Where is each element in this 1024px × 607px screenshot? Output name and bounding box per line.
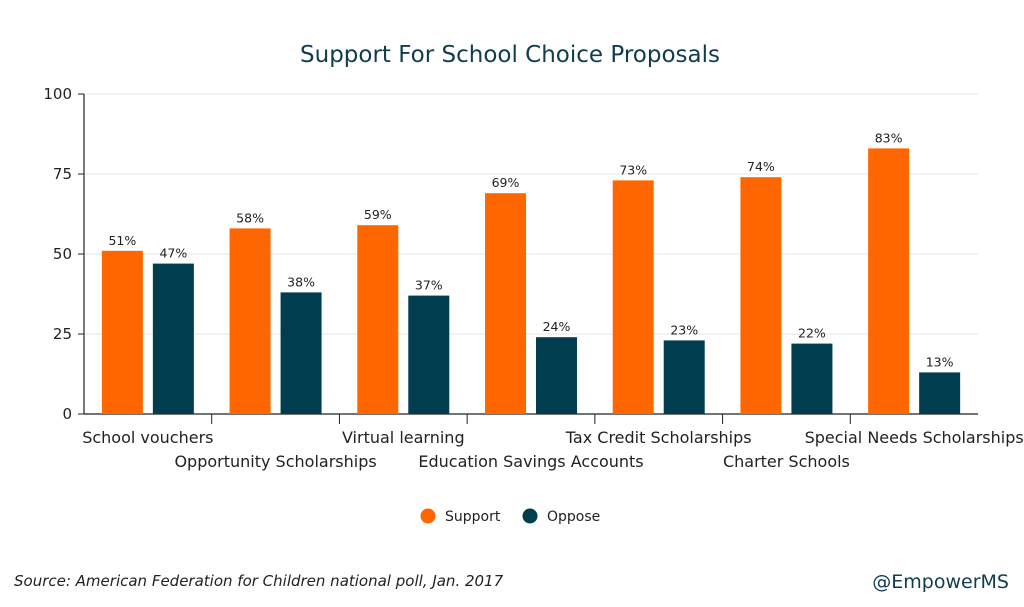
data-label-support: 69% xyxy=(492,175,520,190)
bar-support xyxy=(229,228,271,414)
bar-support xyxy=(485,193,526,414)
data-label-support: 59% xyxy=(364,207,392,222)
category-label: Charter Schools xyxy=(723,452,850,471)
data-label-support: 51% xyxy=(108,233,136,248)
y-tick-label: 50 xyxy=(53,245,72,263)
source-note: Source: American Federation for Children… xyxy=(14,572,504,590)
legend-marker-oppose xyxy=(522,508,538,524)
legend-label-oppose: Oppose xyxy=(547,509,600,525)
bar-support xyxy=(868,148,910,414)
category-label: Tax Credit Scholarships xyxy=(565,428,752,447)
data-label-oppose: 47% xyxy=(159,246,187,261)
category-label: Virtual learning xyxy=(342,428,465,447)
data-label-oppose: 38% xyxy=(287,274,315,289)
bar-support xyxy=(357,225,399,414)
bar-oppose xyxy=(408,295,450,414)
bar-oppose xyxy=(536,337,577,414)
y-tick-label: 75 xyxy=(53,165,72,183)
data-labels: 51% 47% 58% 38% 59% 37% 69% 24% 73% 23% 74% 22% 83% 1… xyxy=(108,130,953,369)
category-label: School vouchers xyxy=(82,428,213,447)
bar-oppose xyxy=(919,372,961,414)
gridlines xyxy=(84,93,978,335)
data-label-support: 58% xyxy=(236,210,264,225)
data-label-oppose: 37% xyxy=(415,278,443,293)
legend-marker-support xyxy=(420,508,436,524)
y-tick-label: 100 xyxy=(43,85,72,103)
bar-oppose xyxy=(152,263,194,414)
axes: 0 25 50 75 100 xyxy=(43,85,978,424)
data-label-oppose: 24% xyxy=(543,319,571,334)
y-tick-label: 25 xyxy=(53,325,72,343)
bar-oppose xyxy=(663,340,705,414)
data-label-support: 73% xyxy=(619,162,647,177)
data-label-oppose: 22% xyxy=(798,326,826,341)
data-label-oppose: 23% xyxy=(670,322,698,337)
legend-label-support: Support xyxy=(445,509,501,525)
y-tick-label: 0 xyxy=(62,405,72,423)
legend: Support Oppose xyxy=(420,508,600,525)
bar-support xyxy=(612,180,654,414)
category-labels: School vouchers Opportunity Scholarships V… xyxy=(82,428,1023,471)
bar-oppose xyxy=(791,343,833,414)
data-label-oppose: 13% xyxy=(926,354,954,369)
bars xyxy=(101,148,961,414)
bar-oppose xyxy=(280,292,322,414)
category-label: Education Savings Accounts xyxy=(418,452,643,471)
social-handle: @EmpowerMS xyxy=(872,571,1009,593)
category-label: Opportunity Scholarships xyxy=(174,452,376,471)
data-label-support: 83% xyxy=(875,130,903,145)
category-label: Special Needs Scholarships xyxy=(805,428,1024,447)
bar-support xyxy=(101,250,143,414)
bar-support xyxy=(740,177,782,414)
data-label-support: 74% xyxy=(747,159,775,174)
chart-title: Support For School Choice Proposals xyxy=(300,42,720,68)
